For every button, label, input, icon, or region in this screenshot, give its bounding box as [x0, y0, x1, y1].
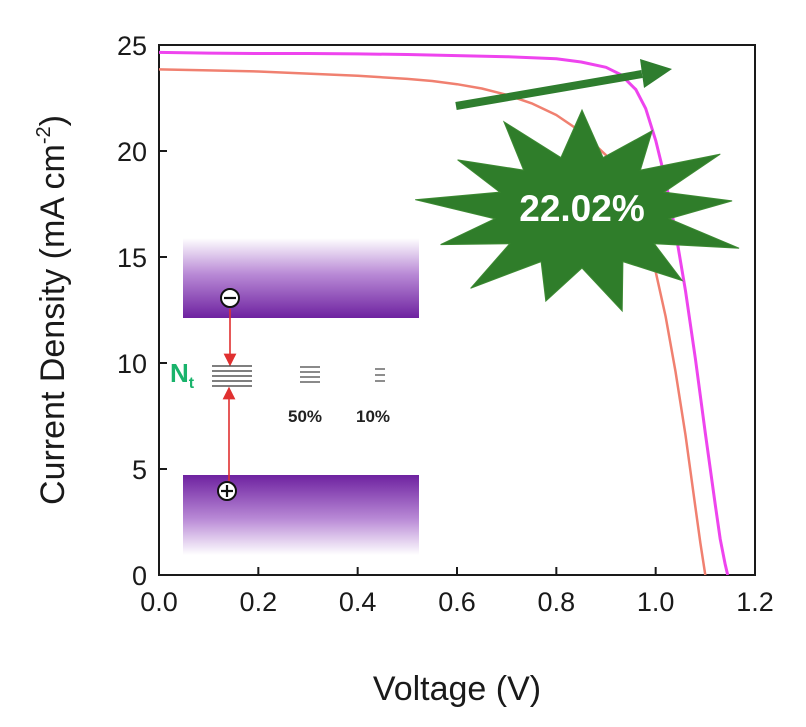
conduction-band: [183, 238, 419, 318]
x-tick-label: 0.6: [438, 587, 476, 617]
trap-levels-full: [212, 365, 252, 387]
efficiency-value: 22.02%: [519, 188, 645, 229]
trap-levels-10: [375, 368, 385, 382]
series-line-target: [159, 50, 730, 575]
trap-levels-50: [300, 366, 320, 383]
y-tick-label: 25: [117, 31, 147, 61]
efficiency-starburst: 22.02%: [415, 108, 740, 313]
improvement-arrow: [455, 59, 672, 110]
x-axis-ticks: 0.0 0.2 0.4 0.6 0.8 1.0 1.2: [140, 567, 774, 617]
y-tick-label: 15: [117, 243, 147, 273]
y-tick-label: 20: [117, 137, 147, 167]
series-group: [159, 50, 730, 575]
x-axis-title: Voltage (V): [373, 670, 541, 708]
y-axis-ticks: 0 5 10 15 20 25: [117, 31, 167, 591]
x-tick-label: 1.2: [736, 587, 774, 617]
series-line-control: [159, 68, 707, 575]
x-tick-label: 0.2: [240, 587, 278, 617]
x-tick-label: 0.4: [339, 587, 377, 617]
y-axis-title: Current Density (mA cm-2): [33, 115, 72, 505]
x-tick-label: 1.0: [637, 587, 675, 617]
x-tick-label: 0.0: [140, 587, 178, 617]
trap-50-label: 50%: [288, 407, 322, 426]
trap-10-label: 10%: [356, 407, 390, 426]
band-diagram-inset: Nt 50% 10%: [170, 238, 419, 555]
y-tick-label: 0: [132, 561, 147, 591]
x-tick-label: 0.8: [538, 587, 576, 617]
y-tick-label: 10: [117, 349, 147, 379]
trap-density-label: Nt: [170, 358, 195, 392]
y-tick-label: 5: [132, 455, 147, 485]
